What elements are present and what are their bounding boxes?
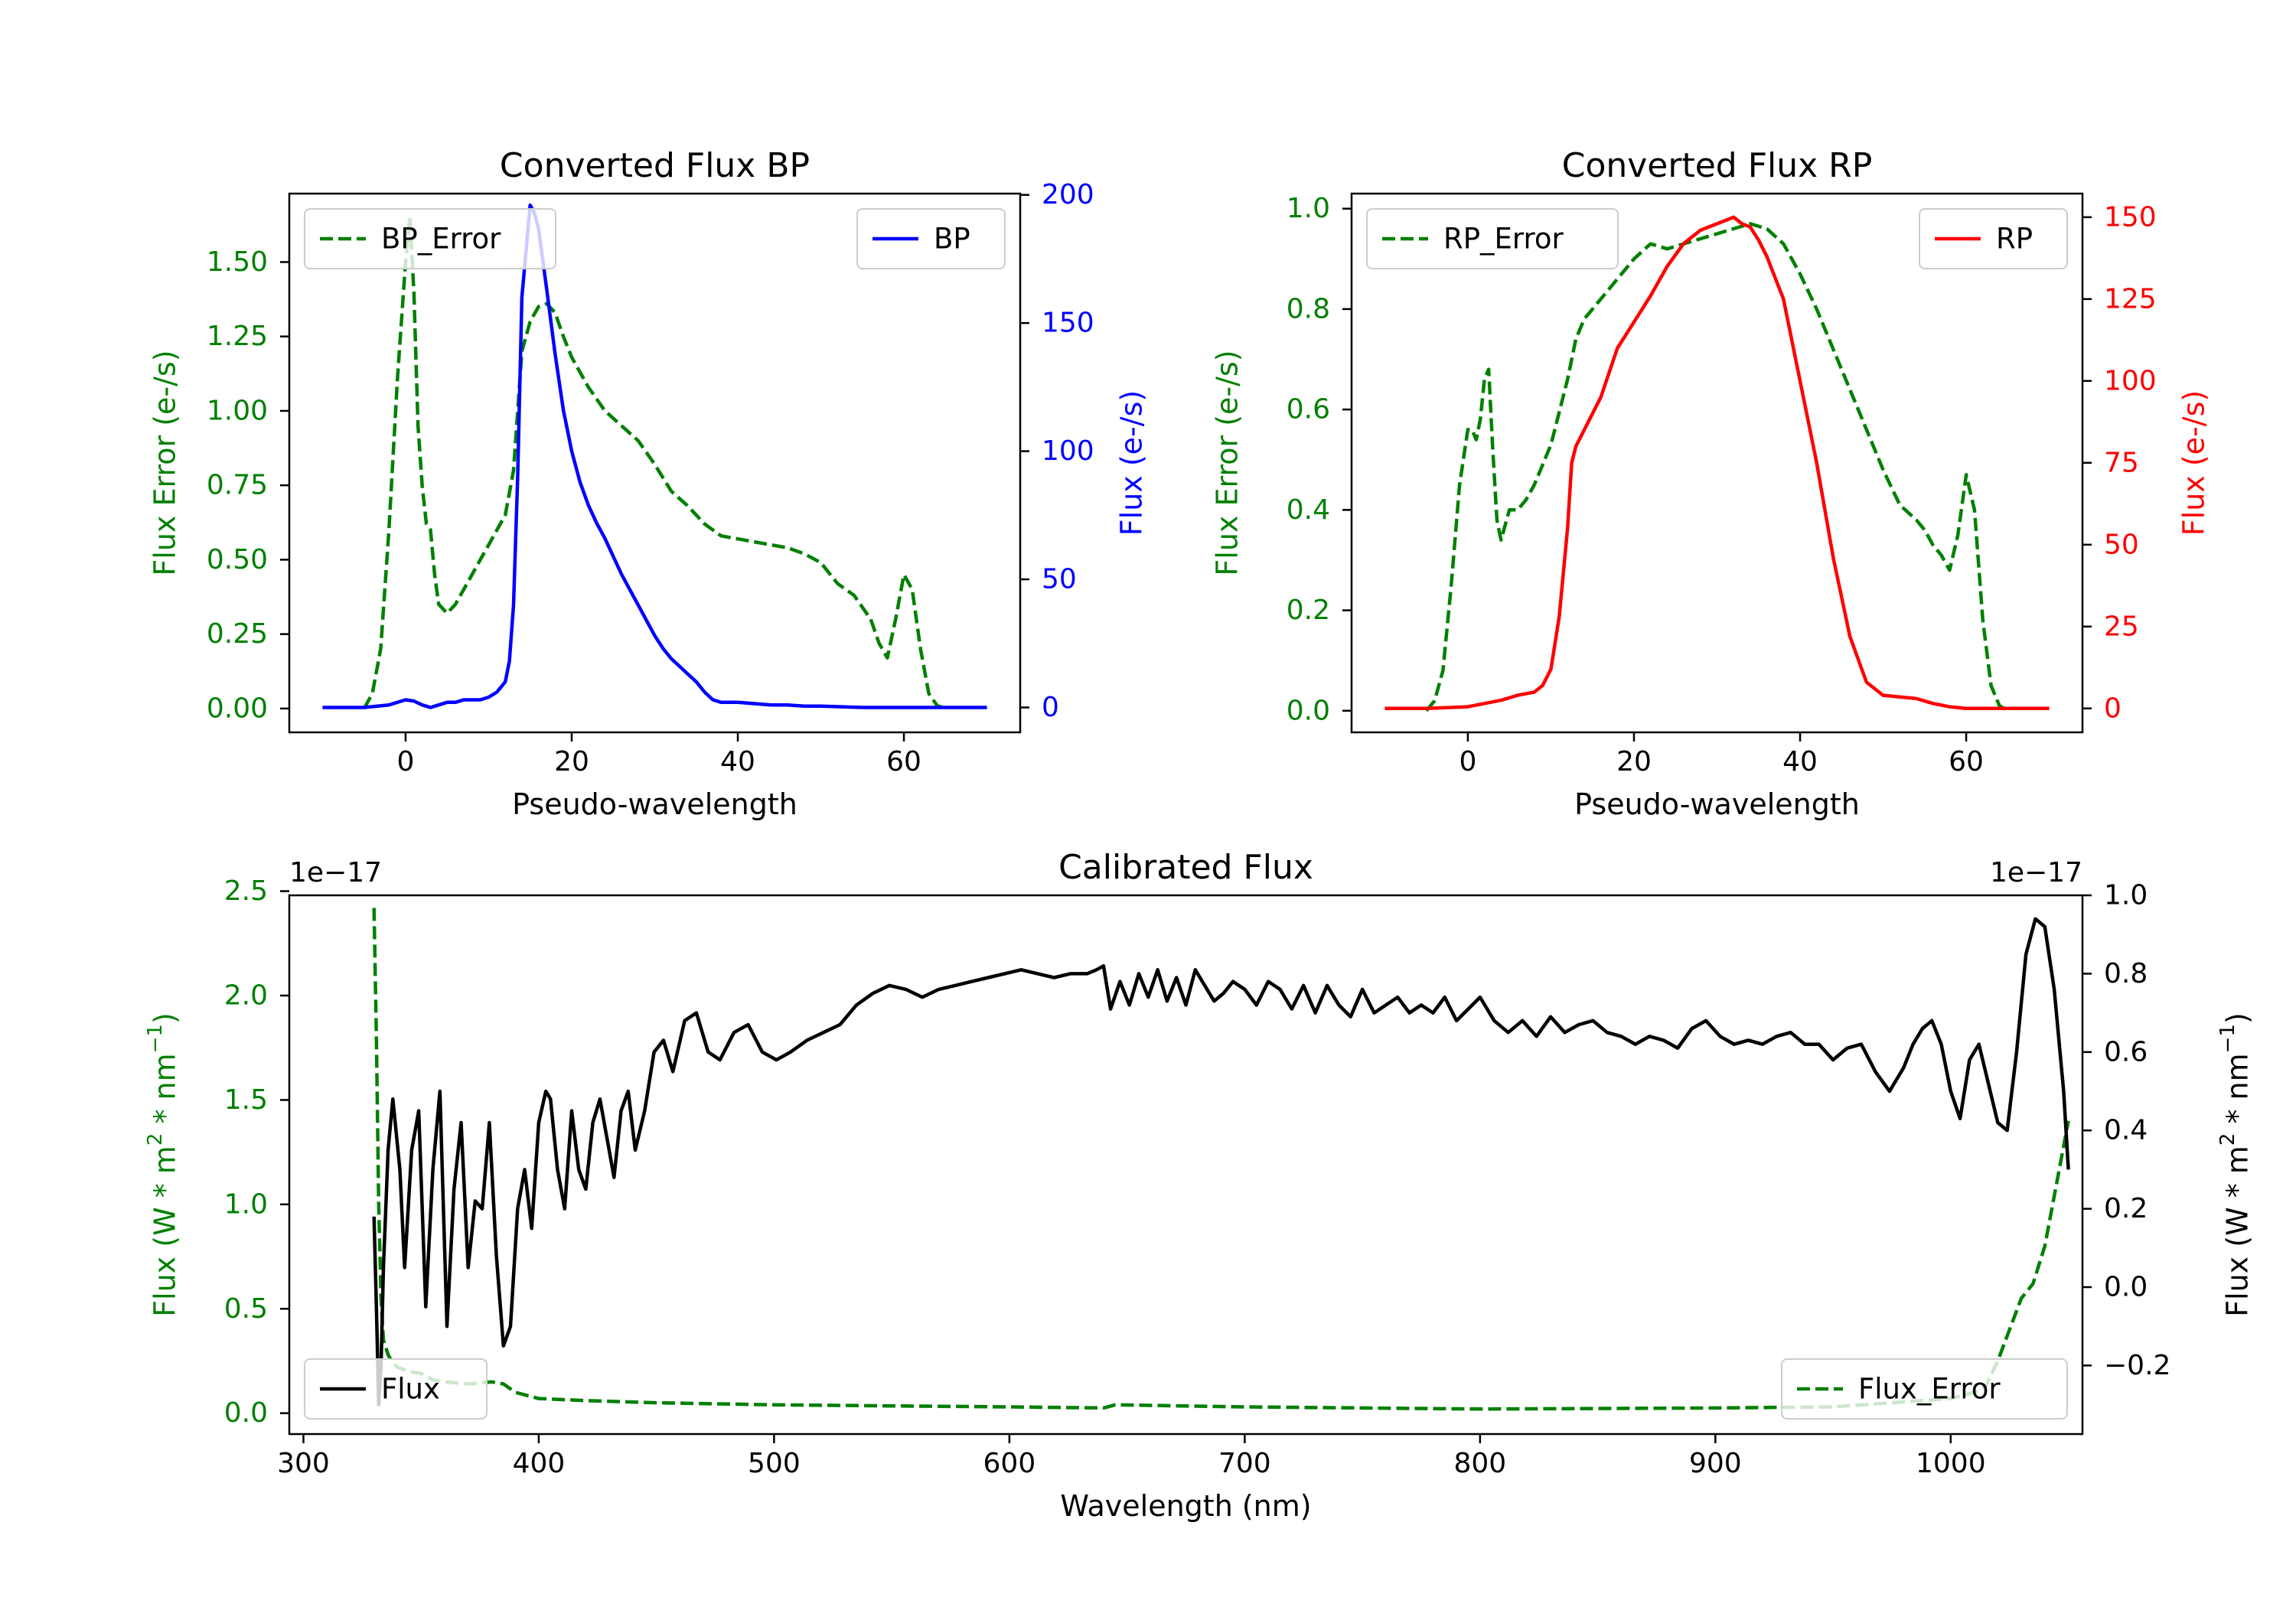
left-y-axis-label: Flux Error (e-/s) <box>148 350 182 575</box>
panel-calibrated-flux: Calibrated Flux 300 400 500 600 700 800 900 1000… <box>144 848 2255 1523</box>
left-y-tick-label: 0.8 <box>1287 293 1330 324</box>
left-y-tick-label: 0.75 <box>207 470 268 501</box>
legend-box <box>1919 208 2068 269</box>
x-tick-label: 20 <box>554 746 589 777</box>
right-y-tick-label: 0 <box>1042 692 1059 723</box>
left-y-tick-label: 1.0 <box>224 1188 268 1220</box>
right-y-tick-label: 200 <box>1042 179 1094 210</box>
left-y-tick-label: 0.0 <box>1287 695 1330 726</box>
x-tick-label: 700 <box>1218 1448 1271 1479</box>
right-y-tick-label: −0.2 <box>2104 1350 2170 1381</box>
left-y-tick-label: 1.5 <box>224 1084 268 1116</box>
left-y-tick-label: 0.0 <box>224 1397 268 1429</box>
right-y-tick-label: 0.6 <box>2104 1036 2148 1068</box>
left-y-axis-label: Flux (W * m2 * nm−1) <box>144 1012 182 1317</box>
legend-label: Flux <box>381 1373 440 1406</box>
x-tick-label: 0 <box>396 746 414 777</box>
right-y-tick-label: 100 <box>1042 435 1094 467</box>
x-tick-label: 1000 <box>1916 1448 1986 1479</box>
left-y-tick-label: 1.50 <box>207 246 268 278</box>
panel-converted-flux-rp: Converted Flux RP 0 20 40 60 Pseudo-wavelengt… <box>1211 146 2211 821</box>
legend-label: RP <box>1996 223 2033 256</box>
x-tick-label: 800 <box>1453 1448 1506 1479</box>
x-tick-label: 500 <box>748 1448 801 1479</box>
right-y-tick-label: 1.0 <box>2104 880 2148 911</box>
legend-flux-error: Flux_Error <box>1781 1358 2068 1420</box>
legend-label: BP_Error <box>381 223 501 256</box>
left-y-tick-label: 0.00 <box>207 693 268 724</box>
right-y-tick-label: 0.8 <box>2104 958 2148 989</box>
left-y-tick-label: 0.2 <box>1287 595 1330 626</box>
right-y-tick-label: 0.4 <box>2104 1115 2148 1146</box>
legend-label: RP_Error <box>1443 223 1564 256</box>
left-y-tick-label: 0.6 <box>1287 394 1330 425</box>
x-tick-label: 40 <box>1782 746 1818 777</box>
left-y-tick-label: 0.25 <box>207 618 268 650</box>
right-y-axis-label: Flux (W * m2 * nm−1) <box>2216 1012 2255 1317</box>
right-y-axis-label: Flux (e-/s) <box>2177 390 2211 536</box>
x-tick-label: 20 <box>1616 746 1652 777</box>
right-y-tick-label: 25 <box>2104 611 2139 642</box>
series-line-bp <box>322 203 987 709</box>
legend-box <box>304 208 556 269</box>
right-y-tick-label: 150 <box>2104 201 2157 233</box>
legend-box <box>856 208 1006 269</box>
x-tick-label: 40 <box>720 746 755 777</box>
x-axis-label: Pseudo-wavelength <box>1574 787 1860 821</box>
left-y-tick-label: 0.4 <box>1287 494 1330 526</box>
right-y-tick-label: 125 <box>2104 283 2157 315</box>
right-y-tick-label: 75 <box>2104 447 2139 478</box>
legend-flux: Flux <box>304 1358 488 1420</box>
x-tick-label: 400 <box>513 1448 566 1479</box>
series-line-bp-error <box>362 215 947 711</box>
chart-title: Calibrated Flux <box>1058 848 1313 887</box>
legend-box <box>1366 208 1619 269</box>
plot-frame <box>288 894 2084 1436</box>
x-axis-label: Wavelength (nm) <box>1060 1489 1311 1523</box>
right-y-tick-label: 150 <box>1042 308 1094 339</box>
plot-frame <box>288 192 1022 734</box>
left-y-tick-label: 2.0 <box>224 980 268 1011</box>
legend-box <box>1781 1358 2068 1420</box>
x-tick-label: 60 <box>886 746 921 777</box>
left-y-tick-label: 0.5 <box>224 1293 268 1325</box>
series-line-rp-error <box>1424 222 2009 712</box>
x-tick-label: 0 <box>1459 746 1476 777</box>
left-y-tick-label: 1.25 <box>207 321 268 352</box>
series-line-flux <box>372 917 2070 1407</box>
left-y-tick-label: 1.00 <box>207 395 268 426</box>
legend-bp-error: BP_Error <box>304 208 556 269</box>
x-tick-label: 300 <box>277 1448 330 1479</box>
x-tick-label: 900 <box>1689 1448 1742 1479</box>
right-y-tick-label: 50 <box>2104 529 2139 560</box>
left-y-axis-label: Flux Error (e-/s) <box>1211 350 1244 575</box>
series-line-rp <box>1384 215 2050 711</box>
right-y-offset-text: 1e−17 <box>1990 857 2082 888</box>
right-y-tick-label: 0.0 <box>2104 1272 2148 1303</box>
chart-title: Converted Flux BP <box>500 146 810 185</box>
x-tick-label: 60 <box>1949 746 1984 777</box>
right-y-tick-label: 100 <box>2104 365 2157 396</box>
right-y-axis-label: Flux (e-/s) <box>1115 390 1149 536</box>
legend-label: Flux_Error <box>1858 1373 2001 1406</box>
left-y-tick-label: 0.50 <box>207 544 268 575</box>
right-y-tick-label: 50 <box>1042 564 1077 595</box>
x-tick-label: 600 <box>983 1448 1036 1479</box>
left-y-offset-text: 1e−17 <box>289 857 382 888</box>
legend-bp: BP <box>856 208 1006 269</box>
legend-rp: RP <box>1919 208 2068 269</box>
x-axis-label: Pseudo-wavelength <box>512 787 797 821</box>
right-y-tick-label: 0.2 <box>2104 1193 2148 1224</box>
legend-box <box>304 1358 488 1420</box>
chart-title: Converted Flux RP <box>1562 146 1873 185</box>
left-y-tick-label: 2.5 <box>224 875 268 907</box>
legend-rp-error: RP_Error <box>1366 208 1619 269</box>
right-y-tick-label: 0 <box>2104 693 2122 724</box>
legend-label: BP <box>934 223 970 256</box>
left-y-tick-label: 1.0 <box>1287 193 1330 224</box>
panel-converted-flux-bp: Converted Flux BP 0 20 40 60 Pseudo-wavelengt… <box>148 146 1149 821</box>
